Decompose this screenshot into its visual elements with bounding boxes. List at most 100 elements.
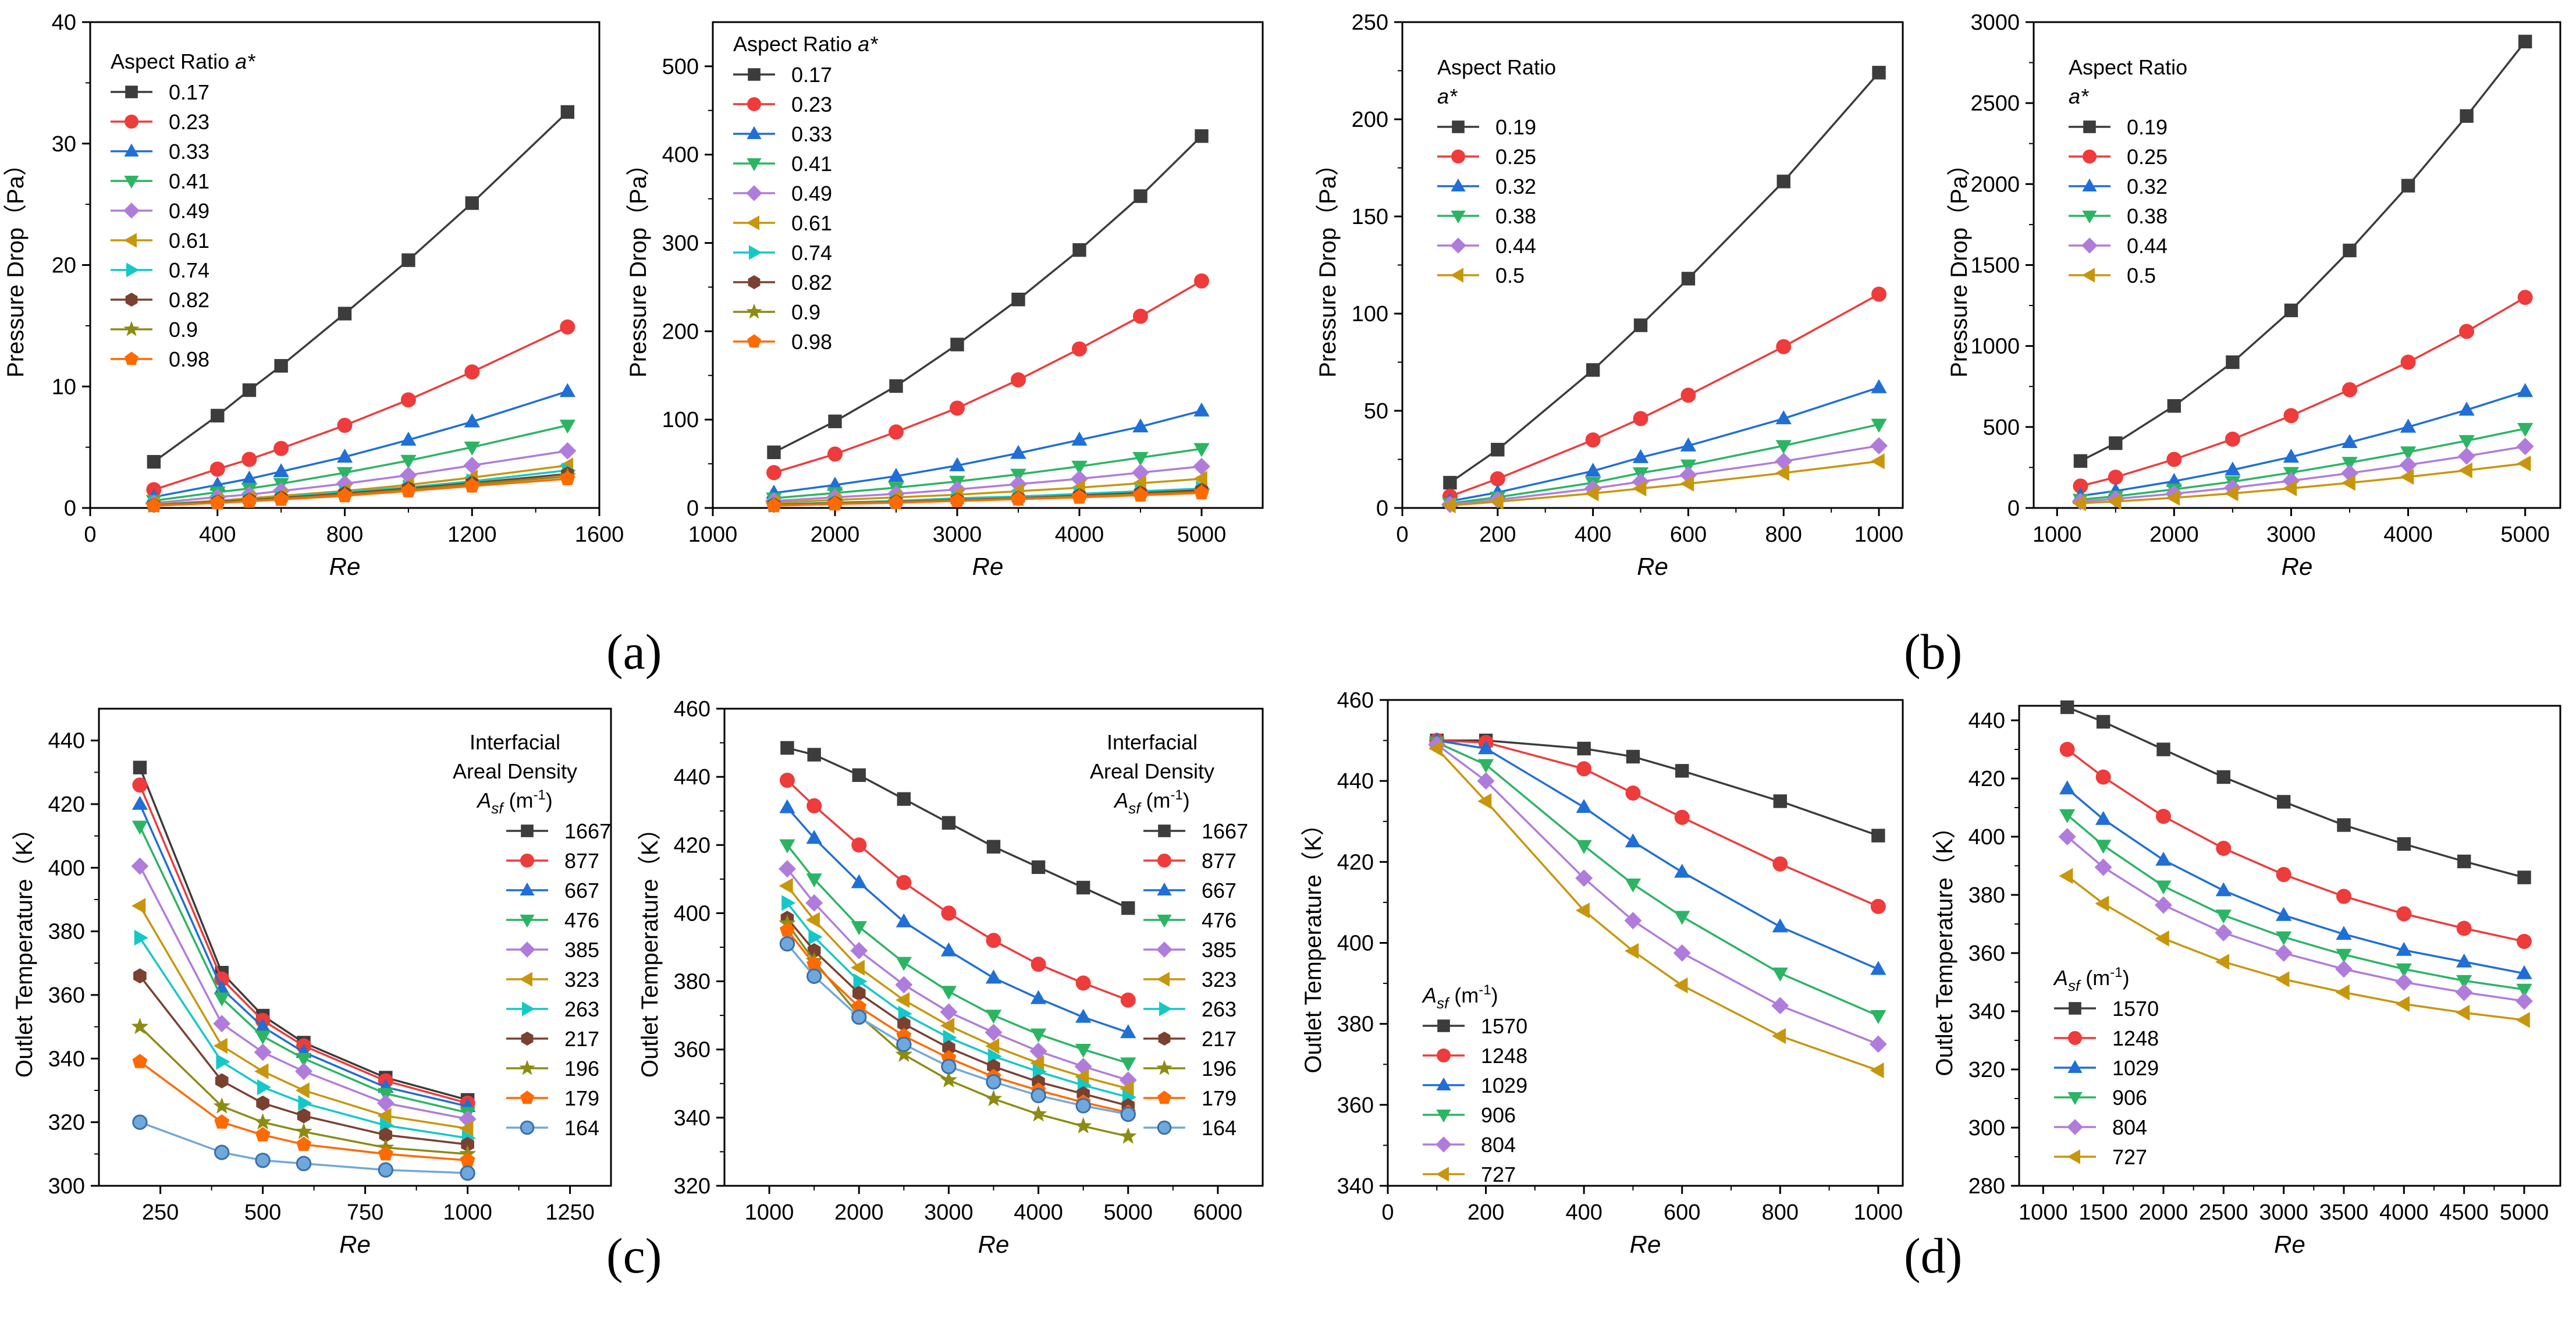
data-point bbox=[896, 875, 912, 890]
legend-marker bbox=[520, 1120, 535, 1135]
data-point bbox=[1575, 869, 1593, 887]
data-point bbox=[948, 481, 966, 499]
legend-label: 0.33 bbox=[791, 122, 832, 146]
x-axis-label: Re bbox=[978, 1231, 1010, 1258]
data-point bbox=[2215, 909, 2232, 924]
data-point bbox=[464, 441, 480, 456]
legend-label: 727 bbox=[1481, 1163, 1516, 1186]
data-point bbox=[274, 359, 288, 373]
data-point bbox=[1576, 761, 1592, 777]
data-point bbox=[560, 105, 575, 119]
data-point bbox=[1632, 449, 1649, 463]
x-tick-label: 1000 bbox=[1854, 523, 1904, 547]
data-point bbox=[2095, 811, 2112, 825]
data-point bbox=[1871, 286, 1887, 302]
data-point bbox=[2109, 436, 2123, 450]
x-tick-label: 1000 bbox=[2019, 1200, 2068, 1225]
legend-label: 0.32 bbox=[2127, 175, 2168, 198]
data-point bbox=[766, 465, 781, 481]
data-point bbox=[851, 837, 867, 853]
legend: Aspect Ratio a* 0.19 0.25 0.32 0.38 0.44 0.5 bbox=[1437, 55, 1556, 287]
data-point bbox=[2166, 452, 2182, 467]
legend-marker bbox=[124, 143, 139, 157]
y-tick-label: 3000 bbox=[1970, 10, 2020, 35]
series-0.98 bbox=[146, 471, 575, 513]
data-point bbox=[336, 467, 353, 481]
series-0.23 bbox=[766, 273, 1209, 481]
data-point bbox=[255, 1018, 271, 1033]
series-0.17 bbox=[147, 105, 575, 469]
data-point bbox=[2216, 841, 2232, 856]
data-point bbox=[986, 840, 1001, 854]
chart-b1: 0 200 400 600 800 1000 0 50 100 150 200 250 Re Pressu… bbox=[1315, 10, 1904, 580]
x-tick-label: 5000 bbox=[2500, 1200, 2549, 1225]
legend-marker bbox=[520, 1090, 534, 1104]
data-point bbox=[465, 196, 479, 210]
data-point bbox=[1120, 1080, 1134, 1097]
legend-marker bbox=[519, 1060, 535, 1075]
x-axis-label: Re bbox=[1637, 553, 1668, 580]
x-tick-label: 1500 bbox=[2078, 1200, 2128, 1225]
legend-label: 0.32 bbox=[1495, 175, 1536, 198]
data-point bbox=[1871, 418, 1887, 433]
data-point bbox=[1030, 990, 1047, 1004]
data-point bbox=[827, 496, 843, 511]
legend-marker bbox=[2067, 1119, 2083, 1135]
data-point bbox=[807, 943, 821, 958]
legend-label: 385 bbox=[1202, 938, 1237, 962]
data-point bbox=[2215, 882, 2232, 897]
series-line bbox=[139, 1061, 468, 1162]
data-point bbox=[1775, 465, 1789, 481]
data-point bbox=[1011, 372, 1026, 388]
x-tick-label: 0 bbox=[1381, 1200, 1394, 1225]
series-727 bbox=[1429, 740, 1884, 1079]
legend-label: 0.82 bbox=[169, 288, 209, 312]
panel-label-a: (a) bbox=[606, 624, 662, 680]
chart-c1: 250 500 750 1000 1250 300 320 340 360 380 400 420 44… bbox=[12, 708, 612, 1258]
legend-label: 667 bbox=[1202, 879, 1237, 902]
series-line bbox=[773, 478, 1202, 504]
legend-marker bbox=[1157, 915, 1172, 928]
y-tick-label: 0 bbox=[687, 496, 699, 521]
data-point bbox=[1632, 481, 1647, 497]
data-point bbox=[1031, 957, 1046, 972]
series-line bbox=[138, 905, 468, 1130]
y-tick-label: 340 bbox=[1969, 1000, 2005, 1024]
legend-label: 0.61 bbox=[791, 211, 832, 235]
data-point bbox=[2226, 355, 2240, 369]
legend-marker bbox=[1157, 882, 1172, 895]
y-tick-label: 1500 bbox=[1970, 254, 2020, 278]
legend-marker bbox=[1437, 1048, 1451, 1062]
legend-label: 179 bbox=[564, 1086, 599, 1110]
data-point bbox=[2400, 354, 2416, 370]
data-point bbox=[942, 1040, 955, 1055]
data-point bbox=[781, 895, 796, 911]
legend-label: 0.23 bbox=[791, 93, 832, 116]
data-point bbox=[459, 1120, 474, 1137]
data-point bbox=[897, 792, 911, 806]
data-point bbox=[888, 468, 904, 482]
y-tick-label: 360 bbox=[1337, 1093, 1374, 1118]
data-point bbox=[2107, 493, 2122, 510]
y-tick-label: 460 bbox=[1337, 688, 1374, 713]
data-point bbox=[2518, 34, 2532, 49]
y-tick-label: 200 bbox=[1352, 108, 1388, 132]
data-point bbox=[1680, 437, 1697, 452]
x-tick-label: 1000 bbox=[443, 1200, 492, 1225]
legend-marker bbox=[1437, 1019, 1450, 1032]
x-tick-label: 1000 bbox=[1854, 1200, 1903, 1225]
legend-label: 217 bbox=[1202, 1027, 1237, 1051]
x-axis-label: Re bbox=[2274, 1231, 2305, 1258]
series-line bbox=[139, 1026, 468, 1156]
y-tick-label: 500 bbox=[662, 55, 699, 79]
data-point bbox=[2283, 449, 2300, 463]
data-point bbox=[1011, 491, 1026, 506]
data-point bbox=[1120, 1057, 1136, 1072]
data-point bbox=[400, 392, 416, 408]
legend-marker bbox=[1451, 178, 1466, 191]
x-tick-label: 0 bbox=[84, 523, 96, 547]
data-point bbox=[949, 457, 965, 471]
legend-title: a* bbox=[1437, 84, 1458, 108]
data-point bbox=[1772, 856, 1788, 872]
y-tick-label: 380 bbox=[1969, 883, 2005, 908]
